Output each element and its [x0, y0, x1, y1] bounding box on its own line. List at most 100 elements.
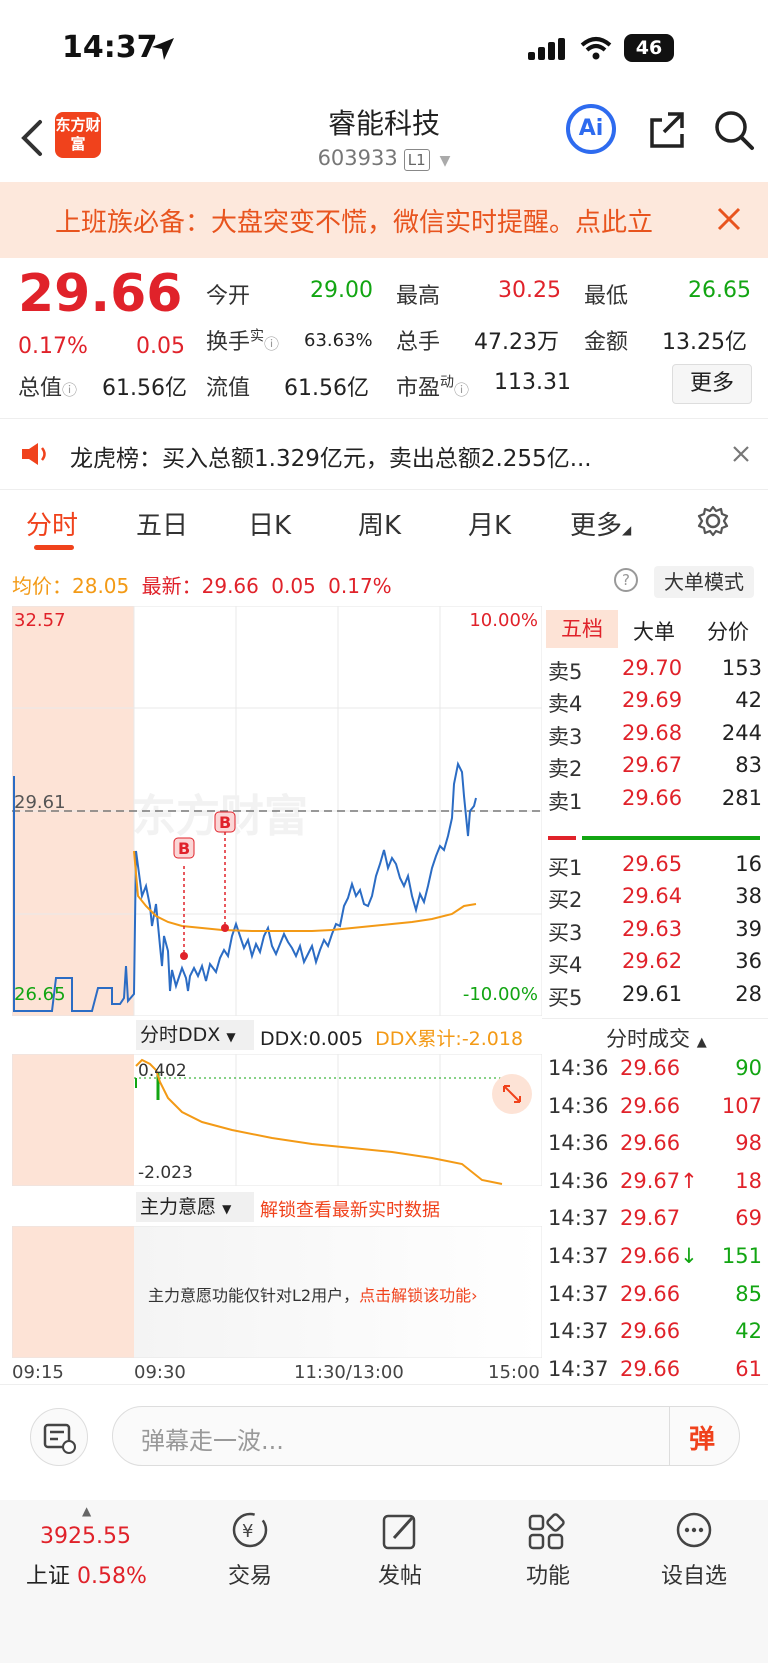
intent-selector[interactable]: 主力意愿 ▼: [136, 1192, 254, 1222]
divider: [542, 1018, 768, 1019]
top-price-label: 32.57: [14, 610, 66, 631]
grid-icon: [528, 1513, 565, 1550]
mktcap-label: 总值ⓘ: [18, 376, 78, 401]
tick-time: 14:37: [548, 1244, 609, 1268]
level-price: 29.64: [622, 884, 683, 909]
speaker-icon: [22, 443, 46, 465]
longhu-bar[interactable]: 龙虎榜：买入总额1.329亿元，卖出总额2.255亿...: [0, 418, 768, 490]
big-order-mode-button[interactable]: 大单模式: [654, 566, 754, 598]
svg-text:B: B: [178, 839, 190, 858]
mktcap-value: 61.56亿: [102, 376, 187, 401]
tick-time: 14:36: [548, 1093, 609, 1118]
share-icon[interactable]: [646, 108, 690, 152]
app-logo: 东方财富: [55, 112, 101, 158]
level-label: 买5: [548, 985, 583, 1010]
info-icon: ⓘ: [62, 381, 78, 399]
battery-level: 46: [635, 37, 663, 59]
tab-indicator: [34, 545, 74, 550]
tick-row: 14:36 29.66 90: [548, 1056, 762, 1093]
stock-code: 603933: [317, 146, 398, 170]
tick-time: 14:37: [548, 1206, 609, 1231]
tick-volume: 69: [735, 1206, 762, 1231]
danmu-icon[interactable]: 弹: [689, 1425, 716, 1455]
tick-time: 14:37: [548, 1281, 609, 1306]
level-price: 29.66: [622, 785, 683, 810]
tick-volume: 98: [735, 1131, 762, 1156]
mid-price-label: 29.61: [14, 792, 66, 813]
orderbook-row: 卖1 29.66 281: [548, 786, 762, 820]
current-price: 29.66: [18, 264, 183, 324]
tick-volume: 18: [735, 1168, 762, 1193]
turnover-label: 换手实ⓘ: [206, 328, 280, 355]
clock: 14:37: [62, 30, 158, 65]
tab-monthly-k[interactable]: 月K: [468, 511, 512, 541]
orderbook-row: 买1 29.65 16: [548, 852, 762, 886]
tab-price-dist[interactable]: 分价: [707, 620, 749, 644]
unlock-link[interactable]: 解锁查看最新实时数据: [260, 1200, 440, 1221]
index-info[interactable]: 上证 0.58%: [26, 1564, 147, 1589]
price-line: [13, 760, 477, 1012]
close-icon[interactable]: [716, 206, 742, 232]
level-label: 卖3: [548, 724, 583, 749]
ai-button[interactable]: Ai: [566, 104, 616, 154]
tab-five-level[interactable]: 五档: [546, 610, 618, 648]
longhu-text[interactable]: 龙虎榜：买入总额1.329亿元，卖出总额2.255亿...: [70, 446, 592, 472]
tick-row: 14:37 29.66↓ 151: [548, 1244, 762, 1281]
level-badge: L1: [403, 149, 430, 171]
intent-note[interactable]: 主力意愿功能仅针对L2用户，点击解锁该功能›: [148, 1286, 478, 1305]
level-volume: 83: [735, 753, 762, 778]
tick-time: 14:37: [548, 1356, 609, 1381]
orderbook-row: 买3 29.63 39: [548, 917, 762, 951]
float-label: 流值: [206, 376, 251, 401]
tab-more[interactable]: 更多◢: [570, 511, 632, 541]
top-pct-label: 10.00%: [469, 610, 538, 631]
tab-weekly-k[interactable]: 周K: [358, 511, 402, 541]
ddx-info: DDX:0.005 DDX累计:-2.018: [260, 1028, 524, 1050]
tick-price: 29.66: [620, 1319, 681, 1344]
time-label-open: 09:15: [12, 1362, 64, 1383]
tab-five-day[interactable]: 五日: [136, 511, 189, 541]
time-label-morning: 09:30: [134, 1362, 186, 1383]
gear-icon[interactable]: [696, 504, 730, 538]
time-label-close: 15:00: [488, 1362, 540, 1383]
post-button[interactable]: 发帖: [372, 1510, 428, 1590]
level-volume: 39: [735, 916, 762, 941]
comment-box[interactable]: 弹幕走一波... 弹: [112, 1406, 740, 1466]
tab-big-order[interactable]: 大单: [633, 620, 675, 644]
trade-button[interactable]: ¥ 交易: [222, 1510, 278, 1590]
more-button[interactable]: 更多: [672, 364, 752, 404]
amount-value: 13.25亿: [662, 330, 747, 355]
index-value[interactable]: 3925.55: [40, 1524, 131, 1549]
tick-volume: 151: [721, 1244, 762, 1268]
tick-row: 14:37 29.66 85: [548, 1282, 762, 1319]
add-watchlist-button[interactable]: 设自选: [654, 1510, 734, 1590]
search-icon[interactable]: [712, 108, 756, 152]
price-chart[interactable]: 东方财富 B B 32.57 29.61 26.65 10.00% -10.00…: [12, 606, 542, 1016]
back-icon[interactable]: [18, 118, 48, 158]
function-button[interactable]: 功能: [520, 1510, 576, 1590]
open-label: 今开: [206, 284, 251, 309]
tab-daily-k[interactable]: 日K: [248, 511, 292, 541]
volume-label: 总手: [396, 330, 441, 355]
tick-volume: 107: [721, 1093, 762, 1118]
ddx-selector[interactable]: 分时DDX ▼: [136, 1020, 254, 1050]
stock-code-row[interactable]: 603933 L1 ▼: [0, 146, 768, 171]
level-volume: 16: [735, 852, 762, 876]
orderbook-row: 买2 29.64 38: [548, 884, 762, 918]
float-value: 61.56亿: [284, 376, 369, 401]
banner-text[interactable]: 上班族必备：大盘突变不慌，微信实时提醒。点此立: [55, 208, 654, 238]
tick-time: 14:36: [548, 1056, 609, 1080]
promo-banner[interactable]: 上班族必备：大盘突变不慌，微信实时提醒。点此立: [0, 182, 768, 258]
turnover-value: 63.63%: [304, 330, 373, 351]
level-volume: 42: [735, 688, 762, 713]
note-icon[interactable]: [30, 1408, 88, 1466]
comment-input[interactable]: 弹幕走一波...: [141, 1427, 284, 1455]
close-icon[interactable]: [732, 445, 750, 463]
level-volume: 38: [735, 884, 762, 909]
tick-price: 29.66: [620, 1056, 681, 1080]
intent-panel: [12, 1226, 542, 1358]
level-price: 29.61: [622, 981, 683, 1006]
tab-intraday[interactable]: 分时: [26, 511, 79, 541]
ddx-chart[interactable]: 0.402 -2.023: [12, 1054, 542, 1186]
help-icon[interactable]: ?: [614, 568, 638, 592]
